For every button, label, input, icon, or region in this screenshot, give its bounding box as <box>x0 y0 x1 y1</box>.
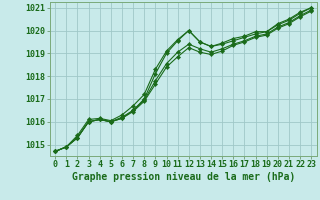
X-axis label: Graphe pression niveau de la mer (hPa): Graphe pression niveau de la mer (hPa) <box>72 172 295 182</box>
